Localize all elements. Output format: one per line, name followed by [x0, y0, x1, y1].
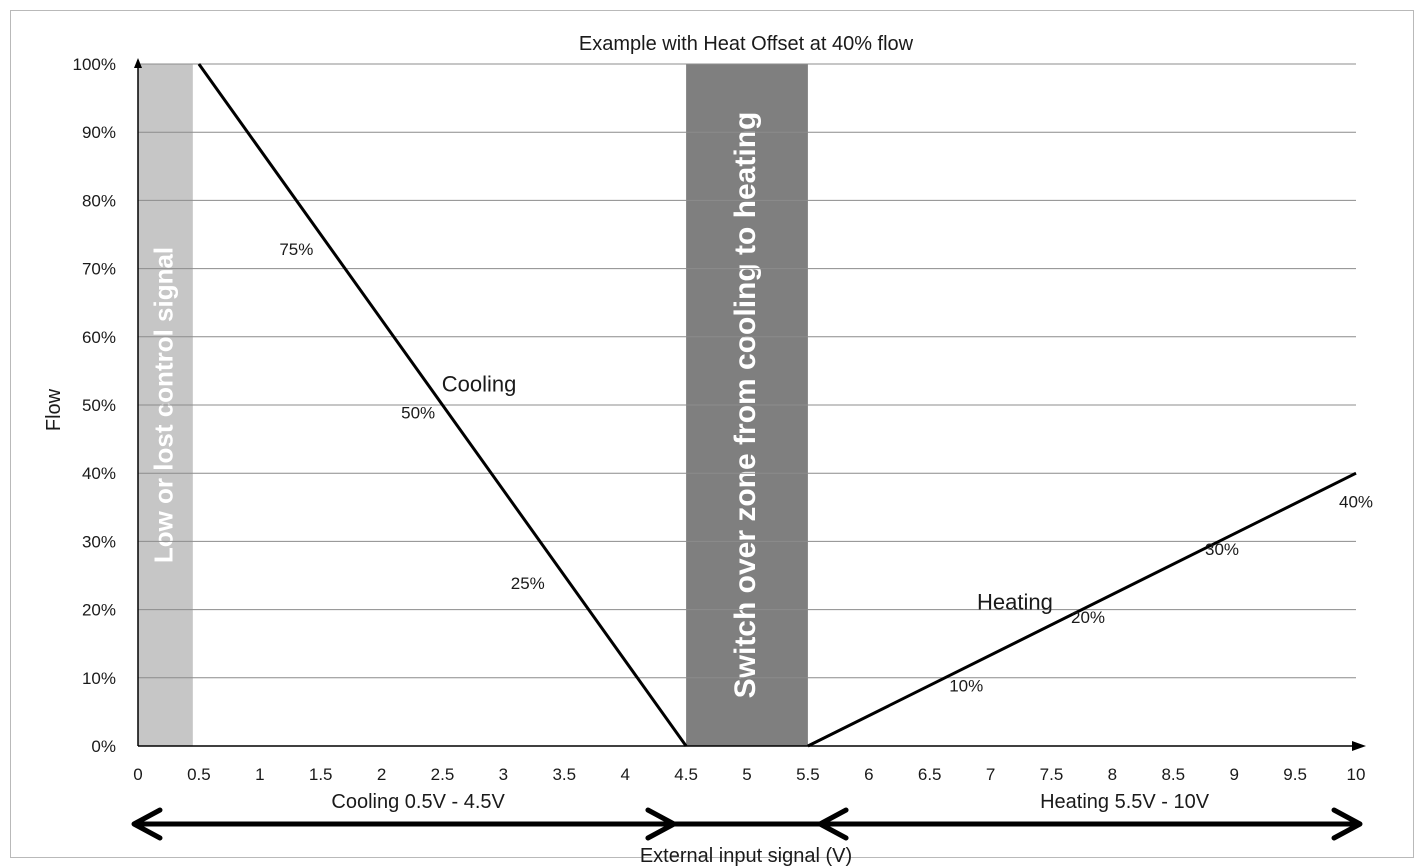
y-tick-label: 60%: [82, 328, 116, 347]
chart-frame: [10, 10, 1414, 858]
x-axis-arrowhead: [1352, 741, 1366, 751]
x-tick-label: 5.5: [796, 765, 820, 784]
y-tick-label: 20%: [82, 601, 116, 620]
x-tick-label: 1.5: [309, 765, 333, 784]
range-arrowhead-heating-start: [817, 807, 849, 841]
y-tick-label: 40%: [82, 464, 116, 483]
x-tick-label: 3: [499, 765, 508, 784]
x-tick-label: 5: [742, 765, 751, 784]
y-tick-label: 70%: [82, 260, 116, 279]
range-arrowhead-cooling-end: [645, 807, 677, 841]
x-tick-label: 6: [864, 765, 873, 784]
x-tick-label: 9.5: [1283, 765, 1307, 784]
point-label: 25%: [511, 574, 545, 593]
range-label: Heating 5.5V - 10V: [1040, 791, 1210, 813]
y-tick-label: 50%: [82, 396, 116, 415]
x-tick-label: 0.5: [187, 765, 211, 784]
x-tick-label: 4.5: [674, 765, 698, 784]
x-tick-label: 0: [133, 765, 142, 784]
y-tick-label: 100%: [73, 55, 116, 74]
point-label: 10%: [949, 676, 983, 695]
x-tick-label: 2.5: [431, 765, 455, 784]
x-tick-label: 6.5: [918, 765, 942, 784]
point-label: 20%: [1071, 608, 1105, 627]
y-tick-label: 0%: [91, 737, 116, 756]
range-arrowhead-left: [131, 807, 163, 841]
x-tick-label: 2: [377, 765, 386, 784]
point-label: 50%: [401, 404, 435, 423]
x-tick-label: 3.5: [552, 765, 576, 784]
y-tick-label: 80%: [82, 191, 116, 210]
x-tick-label: 7: [986, 765, 995, 784]
x-tick-label: 4: [620, 765, 629, 784]
x-tick-label: 7.5: [1040, 765, 1064, 784]
range-label: Cooling 0.5V - 4.5V: [331, 791, 505, 813]
y-tick-label: 90%: [82, 123, 116, 142]
point-label: 30%: [1205, 540, 1239, 559]
series-line-heating: [807, 471, 1357, 748]
point-label: 75%: [279, 240, 313, 259]
y-tick-label: 10%: [82, 669, 116, 688]
x-tick-label: 8: [1108, 765, 1117, 784]
chart-title: Example with Heat Offset at 40% flow: [579, 33, 914, 55]
x-tick-label: 8.5: [1161, 765, 1185, 784]
y-tick-label: 30%: [82, 532, 116, 551]
y-axis-arrowhead: [134, 58, 142, 68]
x-axis-label: External input signal (V): [640, 845, 852, 867]
range-arrowhead-right: [1331, 807, 1363, 841]
x-tick-label: 9: [1229, 765, 1238, 784]
point-label: 40%: [1339, 492, 1373, 511]
series-annotation: Heating: [977, 590, 1053, 615]
series-annotation: Cooling: [442, 371, 517, 396]
x-tick-label: 10: [1347, 765, 1366, 784]
series-line-cooling: [197, 63, 688, 747]
y-axis-label: Flow: [43, 388, 65, 431]
x-tick-label: 1: [255, 765, 264, 784]
